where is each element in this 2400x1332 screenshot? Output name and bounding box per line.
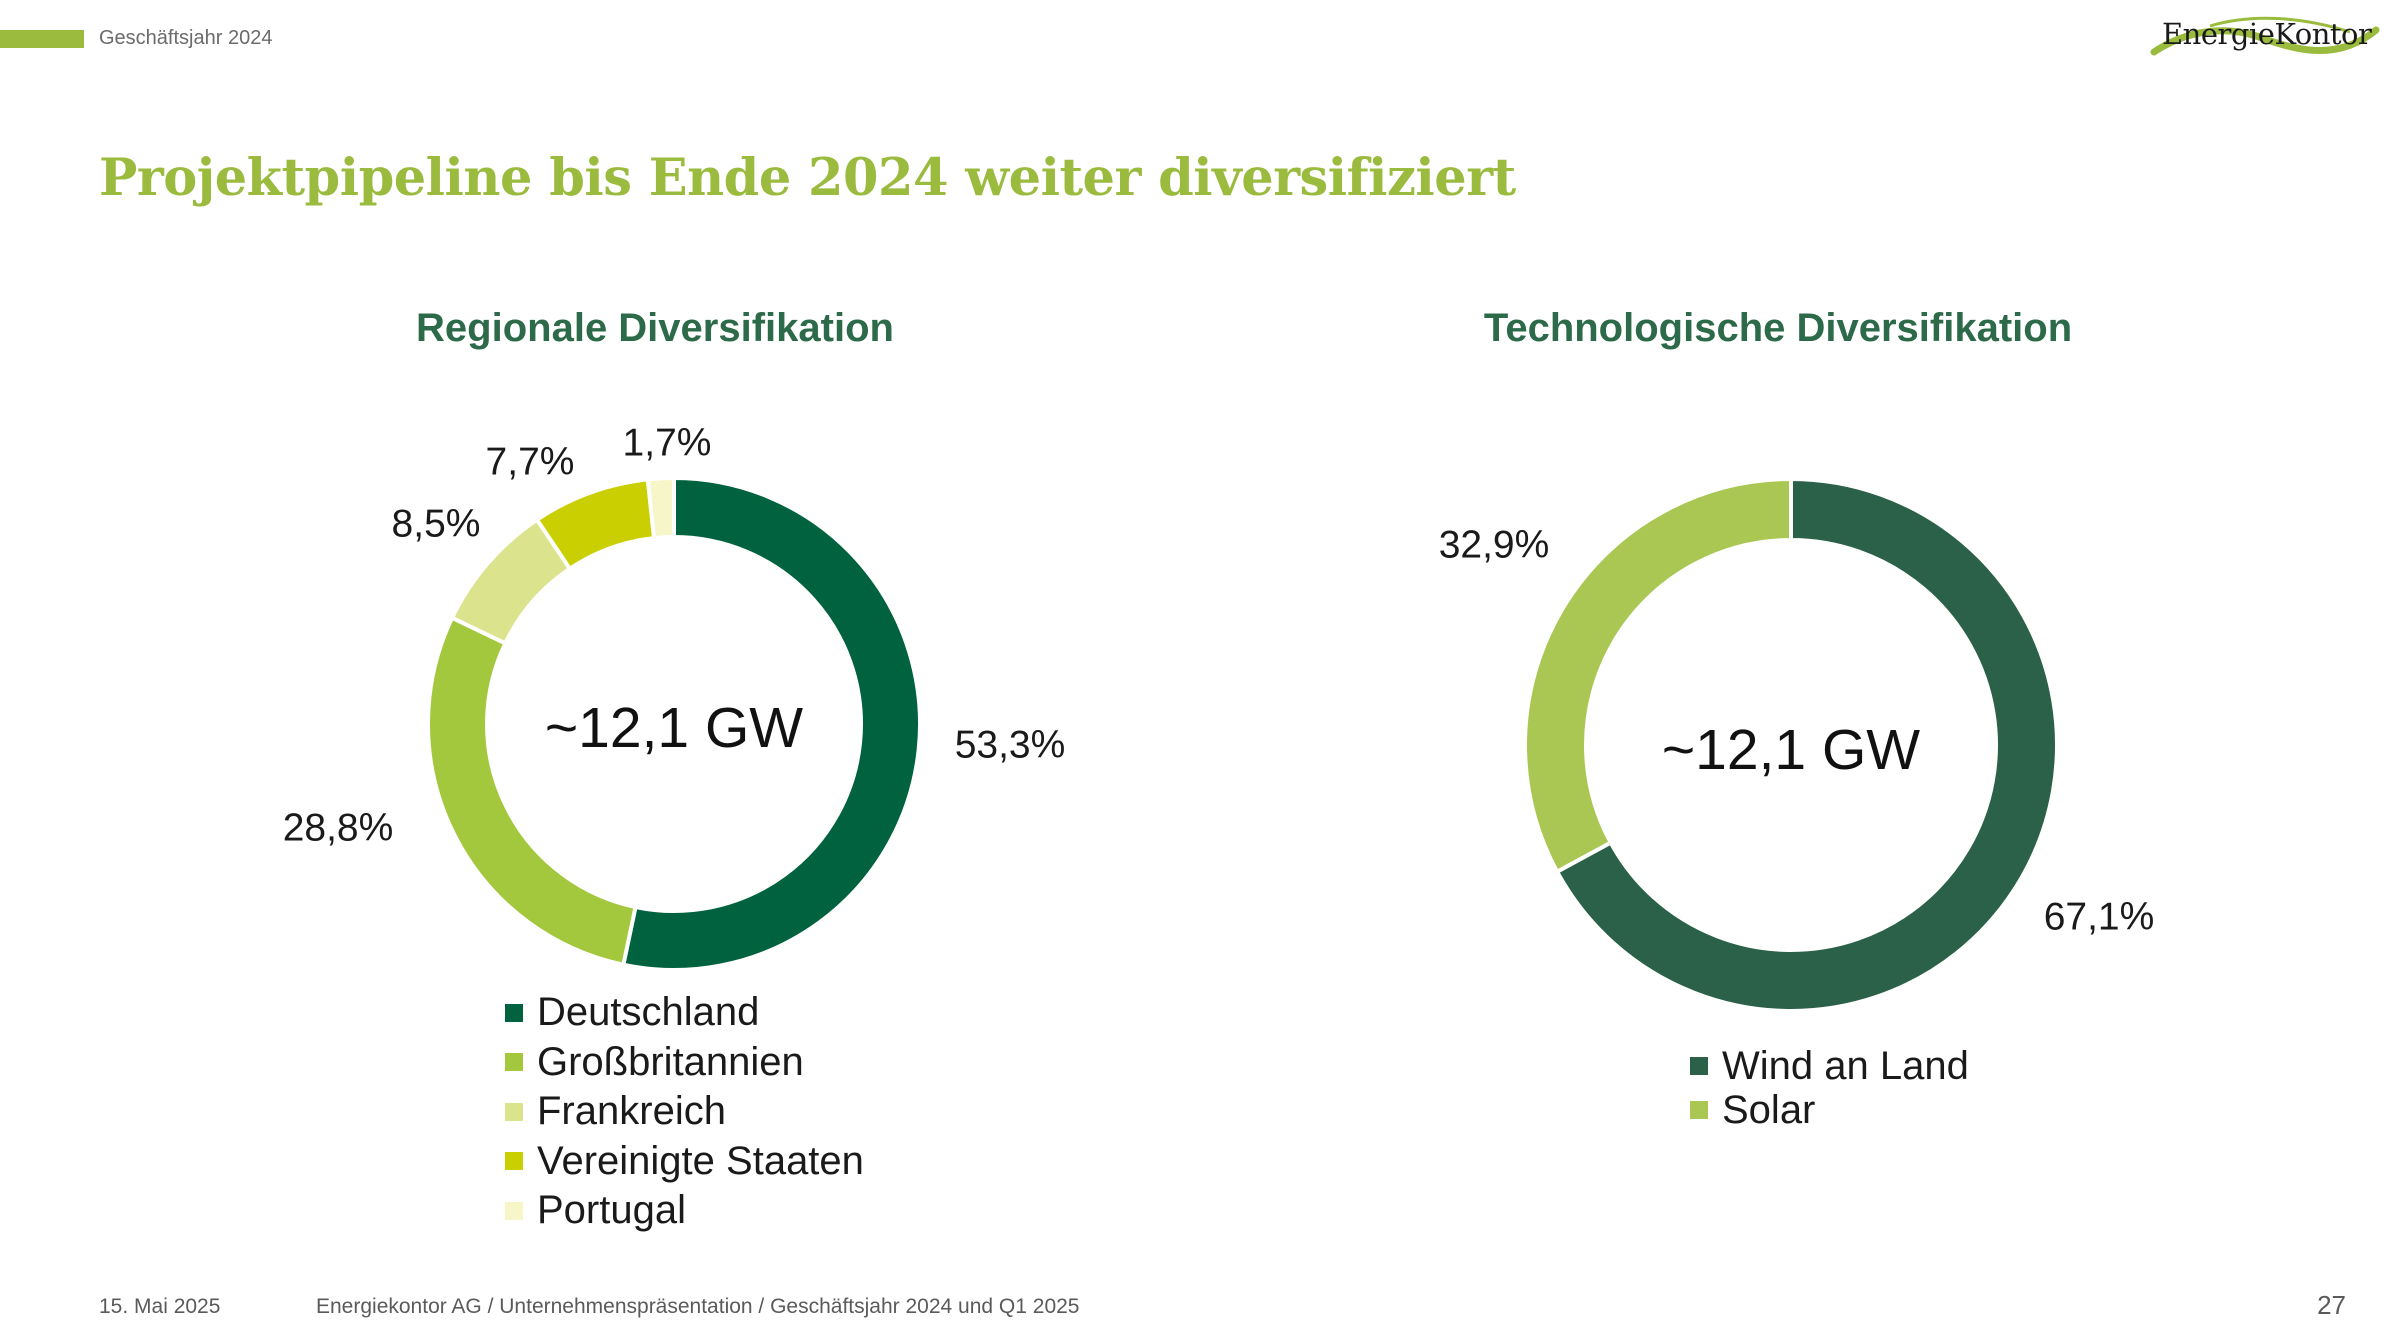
technology-data-label-solar: 32,9% — [1439, 524, 1550, 567]
page-number: 27 — [2317, 1290, 2346, 1320]
regional-slice-portugal — [645, 475, 676, 541]
footer-source: Energiekontor AG / Unternehmenspräsentat… — [316, 1295, 1080, 1318]
regional-legend-item-frankreich: Frankreich — [505, 1087, 864, 1137]
technology-legend-swatch — [1690, 1057, 1708, 1075]
regional-chart-title: Regionale Diversifikation — [416, 306, 894, 350]
regional-data-label-portugal: 1,7% — [623, 422, 712, 465]
regional-legend-swatch — [505, 1003, 523, 1022]
header-accent-bar — [0, 30, 84, 48]
regional-legend-swatch — [505, 1102, 523, 1121]
regional-data-label-grossbritannien: 28,8% — [283, 807, 394, 850]
technology-legend-item-wind-an-land: Wind an Land — [1690, 1044, 1969, 1088]
regional-slice-deutschland — [620, 475, 922, 972]
regional-slice-grossbritannien — [426, 615, 638, 968]
regional-legend-item-grossbritannien: Großbritannien — [505, 1038, 864, 1088]
technology-legend-label: Solar — [1722, 1087, 1816, 1132]
regional-legend-swatch — [505, 1201, 523, 1220]
technology-legend: Wind an Land Solar — [1690, 1044, 1969, 1132]
fiscal-year-label: Geschäftsjahr 2024 — [99, 27, 273, 49]
technology-chart-title: Technologische Diversifikation — [1483, 306, 2073, 350]
energiekontor-logo — [2150, 16, 2380, 56]
technology-data-label-wind-an-land: 67,1% — [2044, 896, 2155, 939]
regional-legend-item-vereinigte-staaten: Vereinigte Staaten — [505, 1137, 864, 1187]
regional-data-label-vereinigte-staaten: 7,7% — [486, 441, 575, 484]
regional-legend-label: Vereinigte Staaten — [537, 1138, 864, 1183]
regional-legend-label: Großbritannien — [537, 1039, 804, 1084]
logo-wordmark: EnergieKontor — [2162, 17, 2372, 51]
regional-legend-swatch — [505, 1152, 523, 1171]
regional-legend-label: Portugal — [537, 1188, 686, 1233]
regional-legend-swatch — [505, 1053, 523, 1072]
regional-legend-label: Frankreich — [537, 1089, 726, 1134]
technology-slice-wind-an-land — [1554, 476, 2059, 1013]
technology-donut: 67,1% 32,9% ~12,1 GW — [1439, 476, 2155, 1013]
technology-center-label: ~12,1 GW — [1662, 718, 1920, 782]
technology-slice-solar — [1523, 476, 1793, 875]
footer-date: 15. Mai 2025 — [99, 1295, 221, 1318]
technology-legend-item-solar: Solar — [1690, 1088, 1969, 1132]
technology-legend-label: Wind an Land — [1722, 1043, 1969, 1088]
regional-data-label-frankreich: 8,5% — [392, 503, 481, 546]
regional-legend-label: Deutschland — [537, 990, 760, 1035]
regional-center-label: ~12,1 GW — [545, 696, 803, 760]
regional-legend-item-deutschland: Deutschland — [505, 988, 864, 1038]
regional-donut: 53,3% 28,8% 8,5%7,7% 1,7% ~12,1 GW — [283, 422, 1066, 972]
slide-title: Projektpipeline bis Ende 2024 weiter div… — [99, 148, 1516, 208]
regional-legend-item-portugal: Portugal — [505, 1186, 864, 1236]
technology-legend-swatch — [1690, 1101, 1708, 1119]
regional-data-label-deutschland: 53,3% — [955, 724, 1066, 767]
regional-legend: Deutschland Großbritannien Frankreich Verei… — [505, 988, 864, 1236]
